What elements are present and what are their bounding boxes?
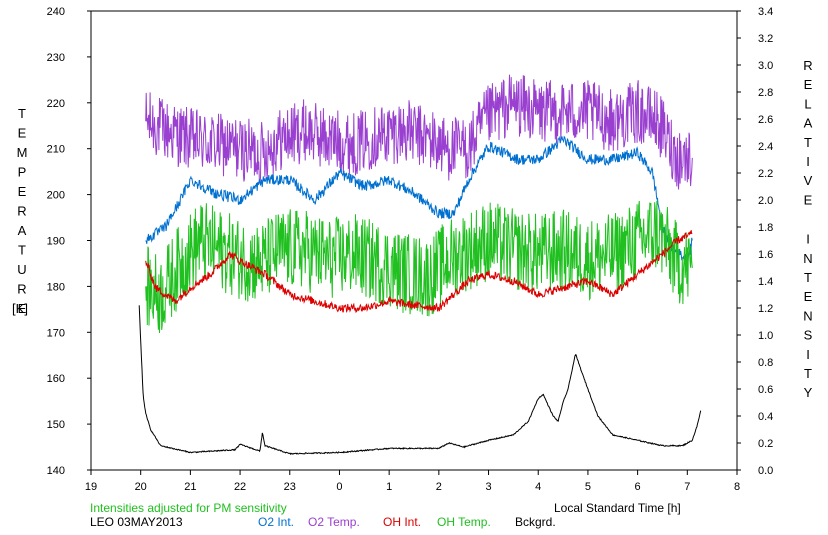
y-right-tick-label: 1.6 [758,249,773,261]
y-left-tick-label: 140 [47,465,65,477]
y-left-tick-label: 170 [47,327,65,339]
series-line-oh-temp [145,200,693,334]
x-tick-label: 23 [284,481,296,493]
y-right-tick-label: 3.0 [758,60,773,72]
series-line-bckgrd [138,305,702,455]
x-tick-label: 1 [386,481,392,493]
y-right-tick-label: 0.4 [758,411,773,423]
y-left-tick-label: 180 [47,281,65,293]
x-tick-label: 3 [485,481,491,493]
y-right-tick-label: 2.8 [758,87,773,99]
y-left-tick-label: 190 [47,236,65,248]
y-right-tick-label: 0.2 [758,438,773,450]
y-right-tick-label: 1.2 [758,303,773,315]
y-right-tick-label: 0.0 [758,465,773,477]
x-tick-label: 0 [336,481,342,493]
station-label: LEO 03MAY2013 [90,515,183,529]
y-left-tick-label: 210 [47,144,65,156]
legend-item-oh-temp: OH Temp. [437,515,491,529]
y-right-tick-label: 1.8 [758,222,773,234]
legend-item-o2-temp: O2 Temp. [308,515,360,529]
y-right-tick-label: 0.8 [758,357,773,369]
x-tick-label: 7 [684,481,690,493]
y-right-tick-label: 3.4 [758,6,773,18]
x-tick-label: 22 [234,481,246,493]
x-tick-label: 21 [184,481,196,493]
legend-item-o2-int: O2 Int. [258,515,295,529]
y-left-axis-unit: [K] [12,301,28,316]
x-tick-label: 4 [535,481,541,493]
x-tick-label: 8 [734,481,740,493]
y-left-tick-label: 230 [47,52,65,64]
series-line-oh-int [145,230,693,313]
y-right-tick-label: 2.4 [758,141,773,153]
y-right-tick-label: 0.6 [758,384,773,396]
series-line-o2-int [145,135,693,266]
legend-item-bckgrd: Bckgrd. [515,515,556,529]
y-right-tick-label: 1.4 [758,276,773,288]
y-right-tick-label: 2.6 [758,114,773,126]
legend-item-oh-int: OH Int. [383,515,422,529]
y-left-tick-label: 160 [47,373,65,385]
y-left-tick-label: 150 [47,419,65,431]
x-tick-label: 2 [436,481,442,493]
x-tick-label: 19 [85,481,97,493]
y-right-tick-label: 2.0 [758,195,773,207]
x-axis-label: Local Standard Time [h] [554,501,681,515]
series-line-o2-temp [145,74,693,190]
y-left-tick-label: 240 [47,6,65,18]
y-right-tick-label: 3.2 [758,33,773,45]
x-tick-label: 20 [135,481,147,493]
pm-sensitivity-note: Intensities adjusted for PM sensitivity [90,501,287,515]
y-left-axis-label: T E M P E R A T U R E[K] [12,106,28,316]
y-left-tick-label: 200 [47,190,65,202]
y-left-tick-label: 220 [47,98,65,110]
x-tick-label: 6 [635,481,641,493]
y-right-tick-label: 2.2 [758,168,773,180]
y-right-tick-label: 1.0 [758,330,773,342]
x-tick-label: 5 [585,481,591,493]
